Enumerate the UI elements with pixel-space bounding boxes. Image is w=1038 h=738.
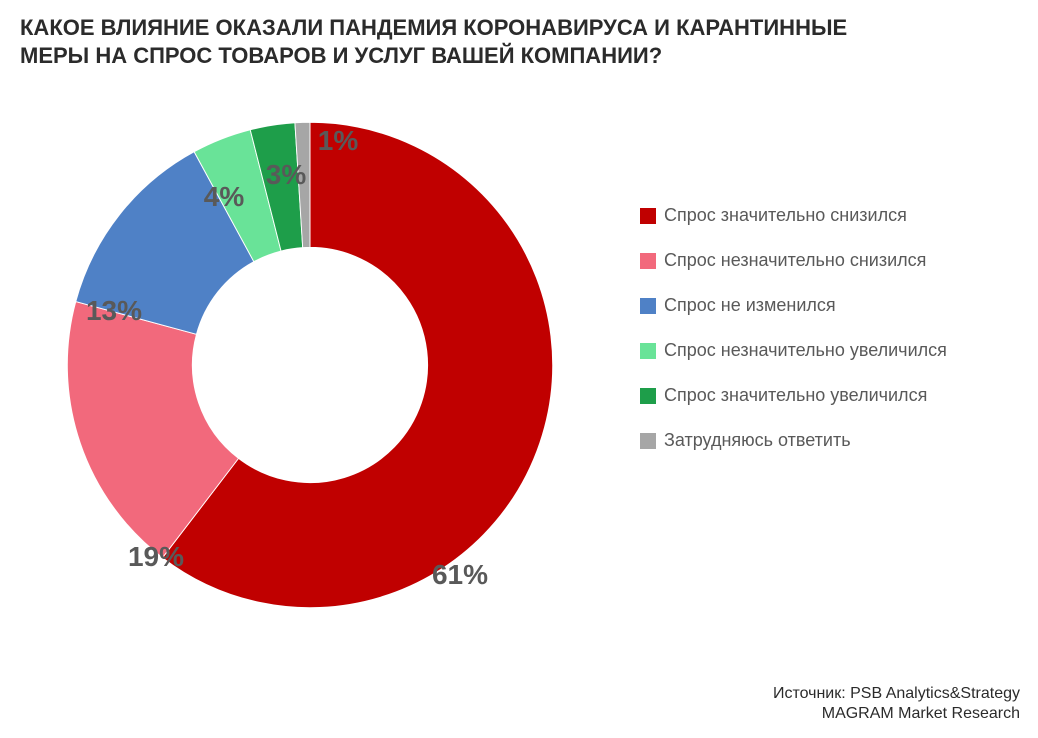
- donut-svg: [30, 85, 590, 645]
- legend-item: Спрос незначительно увеличился: [640, 340, 1020, 361]
- slice-value-label: 1%: [318, 125, 358, 157]
- legend-item: Спрос не изменился: [640, 295, 1020, 316]
- legend-label: Спрос незначительно снизился: [664, 250, 926, 271]
- legend-label: Спрос значительно снизился: [664, 205, 907, 226]
- source-line-1: Источник: PSB Analytics&Strategy: [773, 685, 1020, 702]
- title-line-2: МЕРЫ НА СПРОС ТОВАРОВ И УСЛУГ ВАШЕЙ КОМП…: [20, 43, 662, 68]
- slice-value-label: 61%: [432, 559, 488, 591]
- slice-value-label: 19%: [128, 541, 184, 573]
- legend-swatch: [640, 253, 656, 269]
- legend-swatch: [640, 208, 656, 224]
- legend-item: Затрудняюсь ответить: [640, 430, 1020, 451]
- slice-value-label: 13%: [86, 295, 142, 327]
- legend-label: Затрудняюсь ответить: [664, 430, 851, 451]
- chart-title: КАКОЕ ВЛИЯНИЕ ОКАЗАЛИ ПАНДЕМИЯ КОРОНАВИР…: [20, 14, 1018, 69]
- legend-swatch: [640, 343, 656, 359]
- legend-label: Спрос незначительно увеличился: [664, 340, 947, 361]
- legend-swatch: [640, 388, 656, 404]
- chart-legend: Спрос значительно снизился Спрос незначит…: [640, 205, 1020, 475]
- legend-label: Спрос значительно увеличился: [664, 385, 927, 406]
- source-line-2: MAGRAM Market Research: [822, 705, 1020, 722]
- legend-label: Спрос не изменился: [664, 295, 836, 316]
- legend-swatch: [640, 298, 656, 314]
- slice-value-label: 3%: [266, 159, 306, 191]
- donut-chart: 61% 19% 13% 4% 3% 1%: [30, 85, 590, 645]
- legend-item: Спрос значительно увеличился: [640, 385, 1020, 406]
- source-attribution: Источник: PSB Analytics&Strategy MAGRAM …: [773, 684, 1020, 724]
- slice-value-label: 4%: [204, 181, 244, 213]
- legend-item: Спрос незначительно снизился: [640, 250, 1020, 271]
- title-line-1: КАКОЕ ВЛИЯНИЕ ОКАЗАЛИ ПАНДЕМИЯ КОРОНАВИР…: [20, 15, 847, 40]
- legend-swatch: [640, 433, 656, 449]
- legend-item: Спрос значительно снизился: [640, 205, 1020, 226]
